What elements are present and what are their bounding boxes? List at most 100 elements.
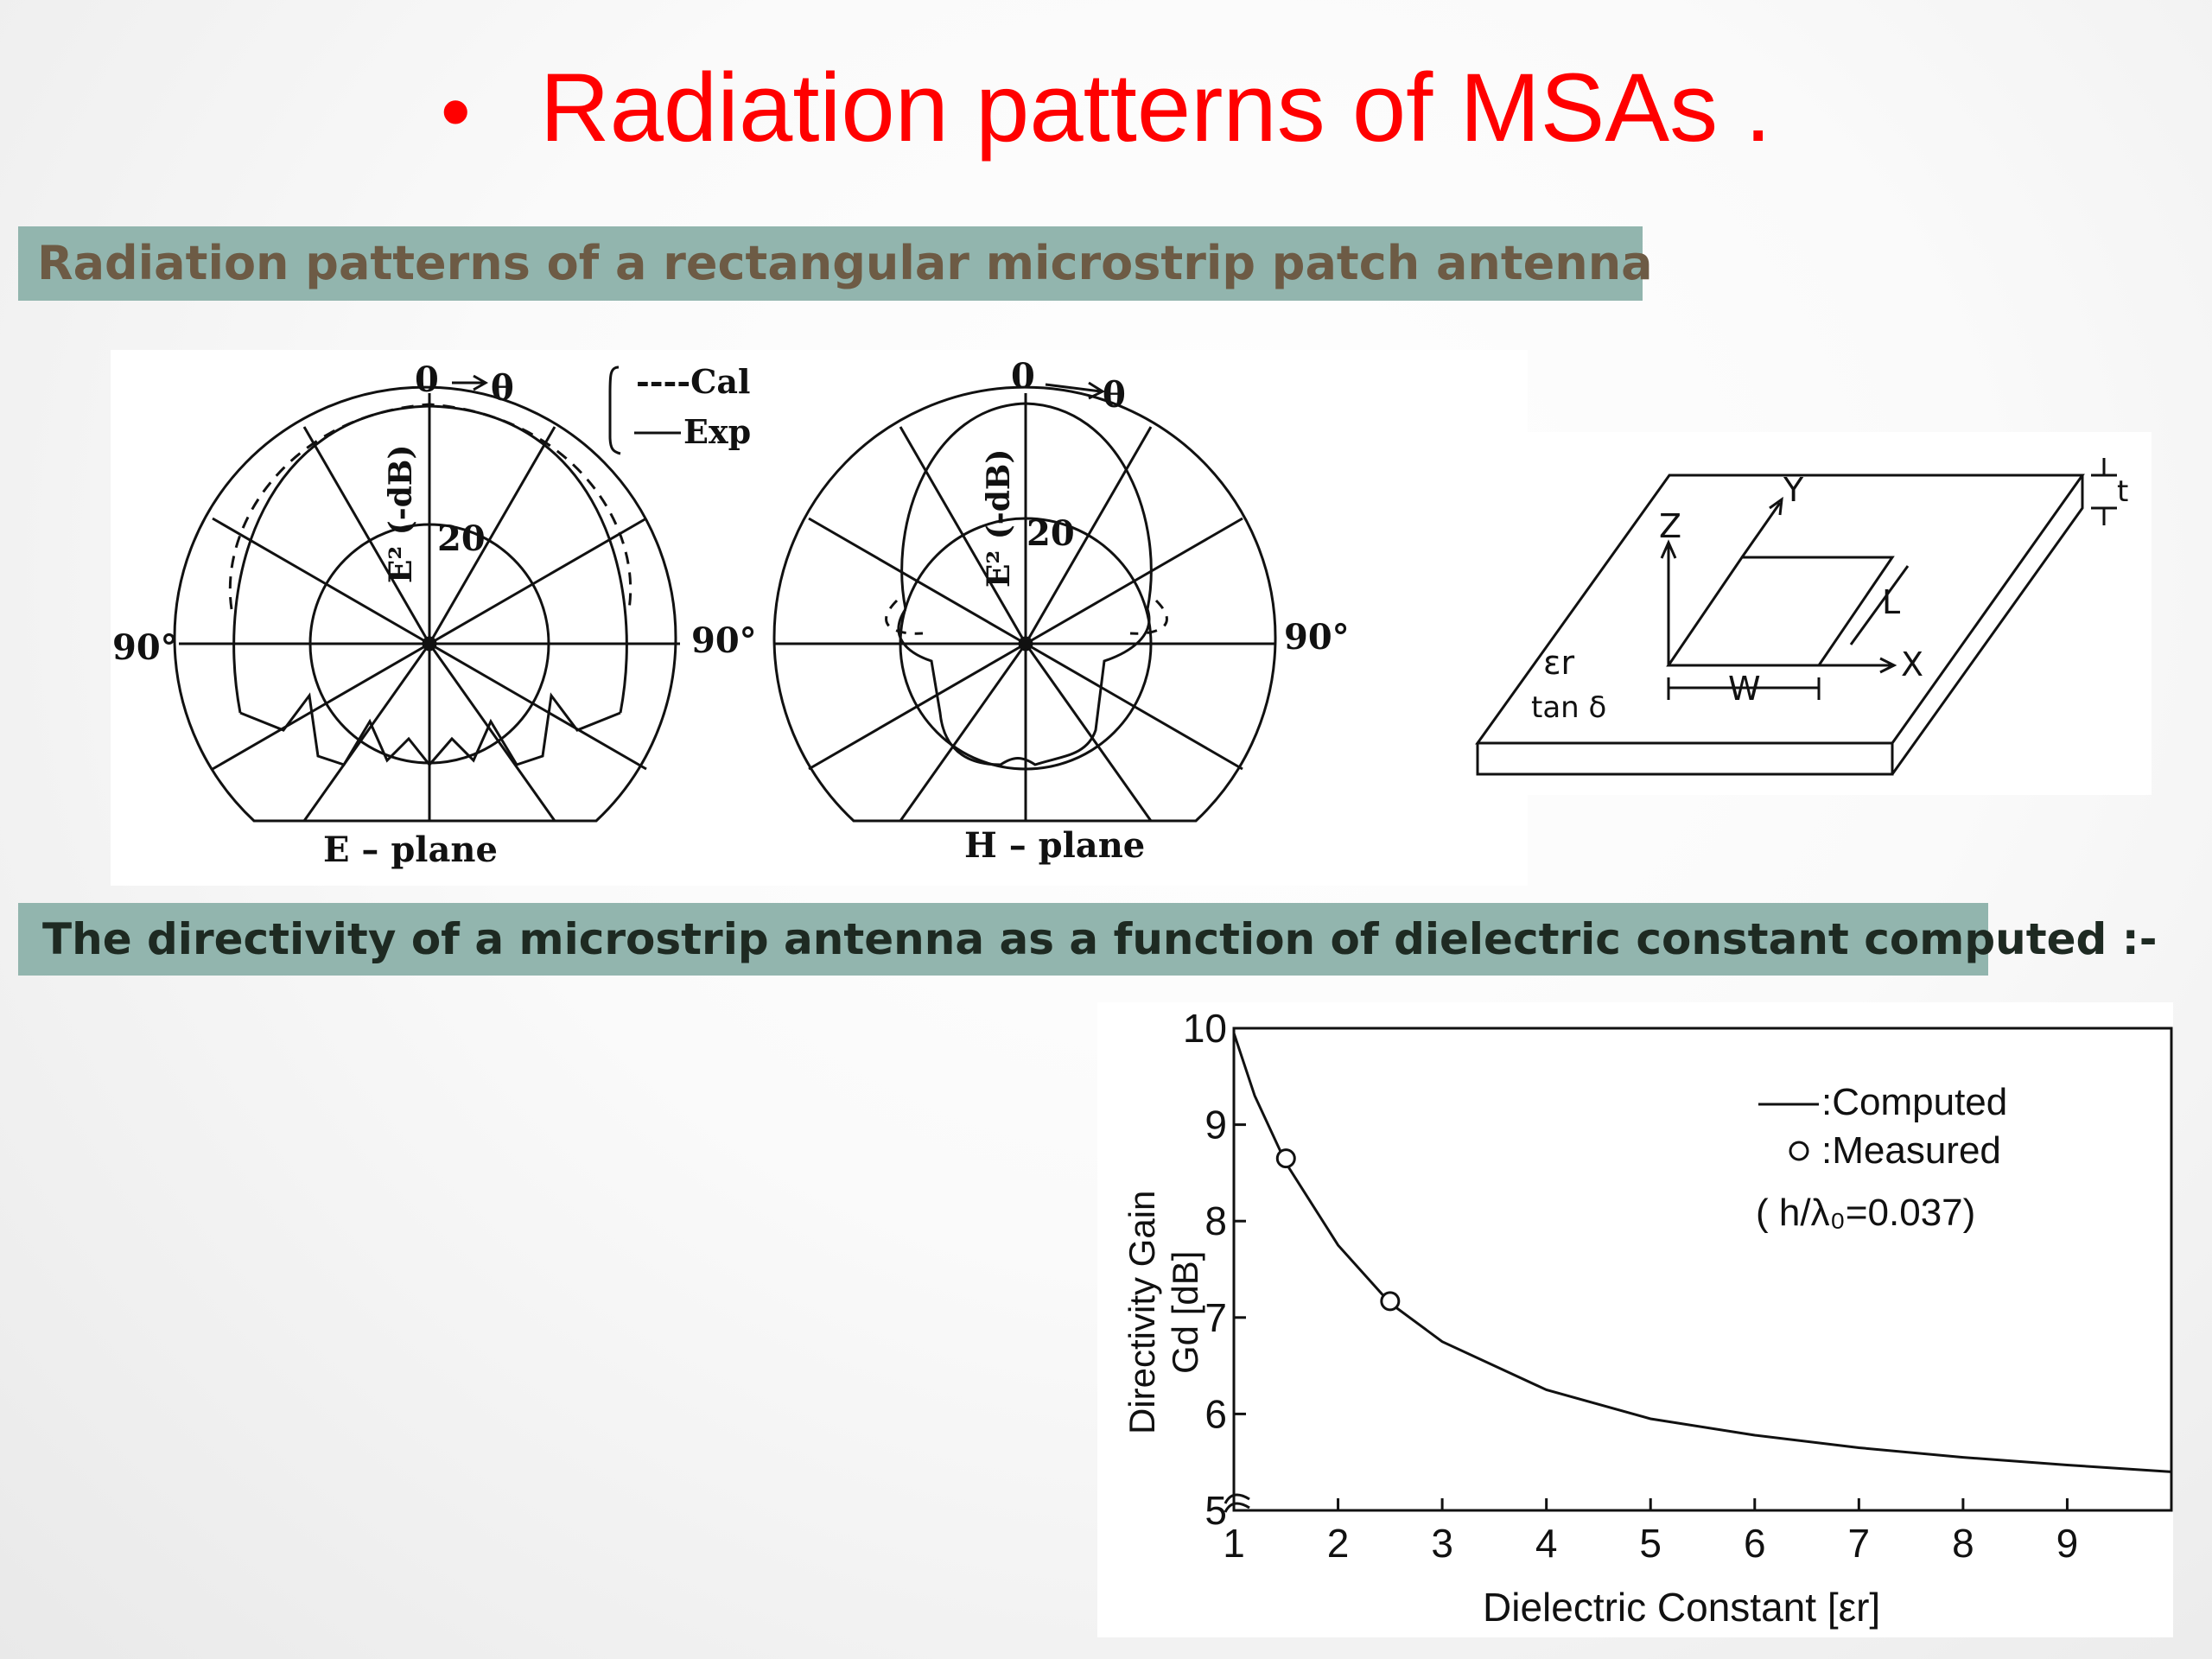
title-text: Radiation patterns of MSAs .	[539, 54, 1772, 162]
section-banner-directivity: The directivity of a microstrip antenna …	[18, 903, 2157, 976]
e-plane-spoke	[429, 642, 647, 771]
h-plane-axis-label: E² (-dB)	[981, 449, 1017, 588]
e-plane-diagram	[173, 374, 680, 823]
chart-annotation: ( h/λ₀=0.037)	[1756, 1192, 1975, 1234]
h-theta-arrow	[1045, 383, 1102, 393]
patch-er-label: εr	[1543, 644, 1575, 682]
y-axis-line	[1740, 502, 1782, 558]
axis-break-symbol	[1224, 1493, 1250, 1513]
measured-point	[1275, 1148, 1296, 1169]
y-tick-label: 5	[1205, 1488, 1227, 1533]
h-plane-spoke	[1024, 426, 1153, 645]
h-plane-exp-curve	[897, 608, 1151, 766]
section-banner-radiation-patterns: Radiation patterns of a rectangular micr…	[18, 226, 1653, 301]
h-plane-outer-boundary	[772, 385, 1277, 823]
e-plane-axis-label: E² (-dB)	[383, 445, 419, 583]
substrate-side-face	[1891, 475, 2084, 775]
h-plane-zero-label: 0	[1011, 356, 1035, 397]
e-plane-spoke	[302, 426, 431, 645]
chart-y-label-line2: Gd [dB]	[1165, 1251, 1205, 1374]
e-plane-zero-label: 0	[415, 359, 439, 400]
h-plane-caption: H – plane	[964, 825, 1145, 866]
h-plane-spoke	[1025, 642, 1243, 771]
x-tick-label: 5	[1639, 1521, 1662, 1566]
legend-measured-marker	[1789, 1141, 1809, 1161]
e-theta-arrow-head	[473, 374, 489, 391]
patch-l-label: L	[1882, 583, 1900, 621]
legend-measured-label: :Measured	[1821, 1129, 2001, 1172]
l-dimension-line	[1849, 565, 1910, 645]
h-plane-theta-label: θ	[1103, 375, 1126, 416]
e-plane-ring-label: 20	[437, 518, 486, 559]
x-tick-label: 8	[1952, 1521, 1974, 1566]
e-plane-center	[422, 636, 437, 652]
legend-cal-label: ----Cal	[636, 362, 750, 401]
h-plane-spoke	[808, 517, 1027, 645]
chart-plot-frame	[1232, 1027, 2173, 1512]
y-tick-label: 10	[1183, 1006, 1227, 1051]
x-tick-label: 6	[1744, 1521, 1766, 1566]
patch-antenna-figure: Z Y X L W t εr tan δ	[1460, 432, 2152, 795]
e-plane-left-90-label: 90°	[112, 627, 178, 668]
e-plane-sidelobes	[239, 692, 621, 767]
e-plane-spoke	[428, 426, 556, 645]
title-bullet: •	[440, 63, 471, 160]
y-tick-label: 7	[1205, 1295, 1227, 1340]
legend-brace	[608, 365, 621, 455]
polar-pattern-figure: 0 θ E² (-dB) 20 90° 90° E – plane ----Ca…	[111, 350, 1528, 886]
h-plane-center	[1018, 636, 1033, 652]
e-plane-spoke	[212, 642, 430, 771]
y-tick-label: 8	[1205, 1198, 1227, 1243]
y-tick-label: 6	[1205, 1391, 1227, 1436]
patch-antenna-svg: Z Y X L W t εr tan δ	[1475, 458, 2128, 776]
series-computed-line	[1232, 1033, 2172, 1473]
patch-w-label: W	[1728, 670, 1761, 708]
e-plane-spoke	[212, 517, 430, 645]
x-tick-label: 9	[2056, 1521, 2079, 1566]
x-tick-label: 7	[1848, 1521, 1871, 1566]
patch-x-label: X	[1901, 645, 1923, 683]
h-plane-cal-curve	[885, 599, 1168, 635]
h-plane-spoke	[899, 426, 1027, 645]
h-plane-diagram	[772, 381, 1277, 823]
series-measured-points	[1275, 1148, 1401, 1312]
directivity-chart-svg: 5 6 7 8 9 10 1 2 3 4 5 6 7 8 9 :Computed :Measured ( …	[1122, 1006, 2173, 1630]
chart-y-tick-labels: 5 6 7 8 9 10	[1183, 1006, 1227, 1533]
h-plane-spoke	[1024, 643, 1153, 822]
substrate	[1475, 458, 2117, 776]
h-plane-spoke	[808, 642, 1027, 771]
h-plane-ring-label: 20	[1027, 513, 1075, 554]
e-plane-outer-boundary	[173, 385, 677, 823]
e-plane-right-90-label: 90°	[691, 620, 757, 661]
h-plane-spoke	[1025, 517, 1243, 645]
x-tick-label: 1	[1223, 1521, 1245, 1566]
h-theta-arrow-head	[1088, 381, 1106, 400]
e-plane-theta-label: θ	[491, 368, 514, 409]
h-plane-right-90-label: 90°	[1284, 617, 1350, 658]
chart-x-label: Dielectric Constant [εr]	[1483, 1585, 1880, 1630]
x-tick-label: 4	[1535, 1521, 1558, 1566]
legend-exp-label: Exp	[683, 412, 751, 451]
chart-y-label-line1: Directivity Gain	[1122, 1191, 1162, 1434]
x-axis-head	[1879, 657, 1897, 674]
legend-computed-label: :Computed	[1821, 1081, 2007, 1123]
x-tick-label: 2	[1327, 1521, 1350, 1566]
polar-legend: ----Cal Exp	[608, 362, 751, 455]
polar-pattern-svg: 0 θ E² (-dB) 20 90° 90° E – plane ----Ca…	[112, 356, 1350, 870]
patch-rectangle	[1666, 556, 1895, 667]
e-plane-cal-curve	[228, 403, 632, 610]
z-axis-head	[1660, 539, 1677, 559]
substrate-front-face	[1476, 743, 1894, 776]
patch-y-label: Y	[1783, 471, 1804, 509]
directivity-chart: 5 6 7 8 9 10 1 2 3 4 5 6 7 8 9 :Computed :Measured ( …	[1097, 1002, 2173, 1637]
h-plane-spoke	[899, 643, 1027, 822]
e-plane-spoke	[302, 643, 431, 822]
patch-z-label: Z	[1659, 507, 1681, 545]
h-plane-main-lobe	[900, 402, 1153, 610]
y-axis-head	[1769, 496, 1783, 516]
e-plane-spoke	[428, 643, 556, 822]
x-tick-label: 3	[1431, 1521, 1453, 1566]
measured-point	[1380, 1291, 1401, 1312]
y-tick-label: 9	[1205, 1103, 1227, 1147]
chart-ticks	[1232, 1027, 2069, 1512]
